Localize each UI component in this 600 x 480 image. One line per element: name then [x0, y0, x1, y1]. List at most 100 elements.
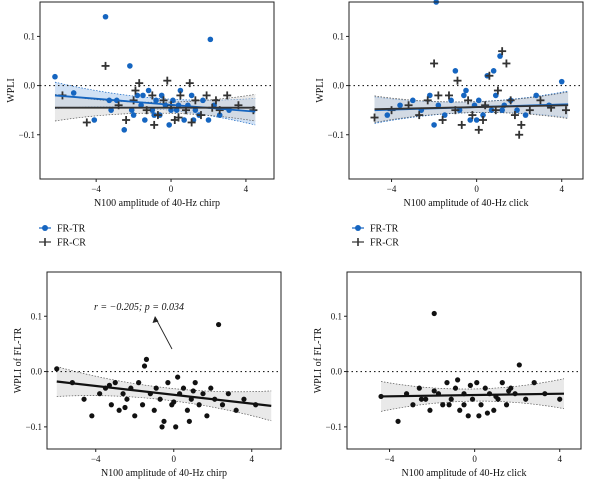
data-point-fr-tr [102, 13, 109, 20]
data-point-fr-cr [493, 86, 502, 95]
data-point-fr-cr [479, 116, 488, 124]
data-point-fr-tr [127, 63, 133, 69]
data-point-fl-tr [122, 404, 128, 411]
data-point-fl-tr [491, 407, 497, 413]
data-point-fl-tr [506, 388, 512, 394]
y-tick-label: 0.1 [331, 311, 342, 321]
data-point-fr-tr [200, 97, 206, 104]
data-point-fr-cr [536, 96, 545, 105]
data-point-fr-cr [101, 61, 110, 70]
data-point-fl-tr [208, 385, 214, 391]
data-point-fr-cr [453, 76, 462, 85]
data-point-fr-tr [207, 36, 214, 43]
trend-line-fr-cr [374, 104, 569, 111]
data-point-fr-tr [431, 122, 437, 128]
data-point-fr-cr [153, 111, 162, 120]
data-point-fr-cr [510, 111, 519, 120]
data-point-fr-tr [173, 107, 180, 113]
annotation-arrow [154, 316, 173, 350]
x-tick-label: 4 [559, 184, 564, 194]
plot-frame [46, 271, 282, 450]
chart-panel-bottom-left: −4 0 4 0.1 0.0 −0.1 N100 amplitude of 40-Hz ch… [13, 271, 282, 479]
data-point-fr-cr [131, 86, 140, 95]
data-point-fl-tr [196, 402, 202, 408]
x-tick-label: 0 [474, 184, 479, 194]
plot-frame [346, 271, 582, 450]
data-point-fr-tr [192, 107, 199, 113]
data-point-fr-tr [138, 102, 144, 109]
x-tick-label: −4 [387, 184, 397, 194]
data-point-fl-tr [153, 385, 159, 391]
data-point-fr-tr [558, 78, 565, 85]
x-tick-label: 0 [172, 454, 177, 464]
data-point-fr-cr [122, 116, 131, 124]
data-point-fr-tr [452, 68, 459, 74]
data-point-fl-tr [200, 391, 206, 397]
data-point-fl-tr [219, 402, 226, 408]
data-point-fl-tr [440, 402, 446, 408]
band-lower-fr-cr [54, 112, 256, 122]
data-point-fl-tr [120, 391, 126, 397]
data-point-fl-tr [241, 396, 247, 402]
data-point-fl-tr [112, 380, 118, 386]
data-point-fl-tr [557, 396, 563, 402]
data-point-fl-tr [184, 407, 190, 413]
data-point-fr-cr [457, 120, 466, 129]
data-point-fr-cr [468, 111, 477, 120]
data-point-fr-tr [128, 107, 135, 113]
data-point-fr-cr [174, 113, 183, 122]
data-point-fr-tr [384, 112, 391, 118]
band-lower-fr-cr [374, 112, 569, 123]
data-point-fl-tr [469, 396, 476, 402]
data-point-fl-tr [116, 407, 122, 413]
y-axis-label: WPLI of FL-TR [313, 327, 324, 393]
data-point-fl-tr [410, 402, 416, 408]
data-point-fl-tr [173, 424, 179, 430]
data-point-fl-tr [124, 396, 130, 402]
data-point-fr-cr [82, 118, 91, 127]
data-point-fr-cr [485, 71, 494, 80]
data-point-fl-tr [444, 380, 450, 386]
annotation-arrowhead [152, 316, 159, 323]
data-point-fr-tr [475, 97, 482, 104]
data-point-fr-cr [502, 59, 511, 68]
x-axis-label: N100 amplitude of 40-Hz click [402, 468, 527, 479]
y-tick-label: −0.1 [26, 422, 42, 432]
data-point-fl-tr [448, 396, 454, 402]
data-point-fl-tr [171, 399, 177, 405]
data-point-fr-cr [211, 96, 220, 105]
data-point-fl-tr [431, 388, 437, 394]
data-point-fl-tr [132, 413, 138, 419]
band-upper-fl-tr [56, 366, 272, 393]
data-point-fl-tr [484, 410, 490, 416]
data-point-fr-cr [498, 47, 507, 56]
plot-frame [348, 1, 584, 180]
data-point-fr-cr [444, 91, 453, 100]
data-point-fr-cr [176, 91, 185, 100]
data-point-fr-tr [166, 122, 172, 128]
data-point-fr-cr [423, 96, 432, 105]
data-point-fr-cr [187, 118, 196, 127]
y-tick-label: 0.0 [333, 81, 345, 91]
x-axis-label: N100 amplitude of 40-Hz click [404, 198, 529, 209]
data-point-fr-tr [108, 107, 114, 113]
data-point-fr-cr [515, 130, 524, 139]
legend-label-fr-cr: FR-CR [370, 238, 399, 249]
band-upper-fr-cr [374, 91, 569, 103]
data-point-fl-tr [467, 382, 473, 388]
y-tick-label: 0.1 [333, 31, 344, 41]
y-tick-label: 0.0 [31, 367, 43, 377]
data-point-fl-tr [523, 396, 529, 402]
data-point-fr-cr [148, 91, 157, 100]
legend-marker-fr-tr [42, 225, 48, 231]
x-axis-label: N100 amplitude of 40-Hz chirp [101, 468, 227, 479]
data-point-fr-tr [149, 107, 156, 113]
y-axis-label: WPLI [6, 78, 17, 102]
data-point-fl-tr [216, 321, 222, 328]
data-point-fr-cr [159, 96, 168, 105]
data-point-fr-tr [91, 117, 98, 123]
data-point-fl-tr [457, 407, 463, 413]
data-point-fr-tr [145, 87, 152, 94]
data-point-fr-cr [223, 91, 232, 100]
data-point-fl-tr [503, 402, 510, 408]
